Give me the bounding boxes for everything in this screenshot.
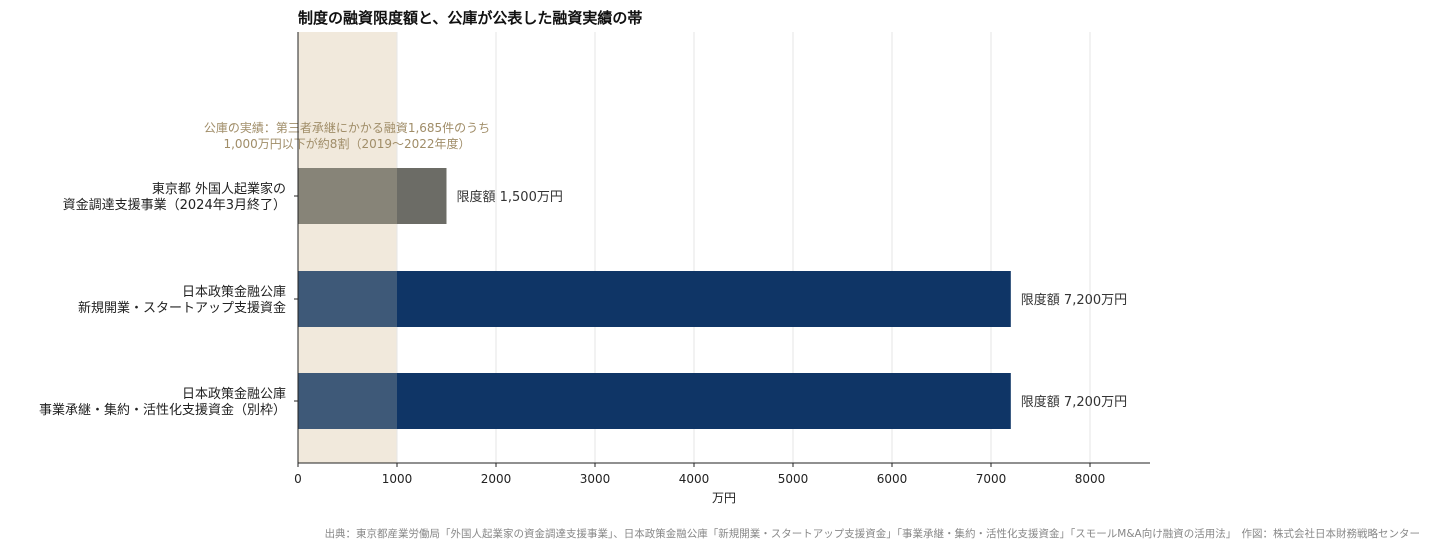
- bar: [298, 373, 1011, 429]
- x-tick-label: 6000: [877, 472, 908, 486]
- category-label: 東京都 外国人起業家の: [152, 181, 286, 197]
- band-annotation-line-2: 1,000万円以下が約8割（2019〜2022年度）: [223, 136, 470, 151]
- chart-title: 制度の融資限度額と、公庫が公表した融資実績の帯: [298, 9, 642, 27]
- source-note: 出典：東京都産業労働局「外国人起業家の資金調達支援事業」、日本政策金融公庫「新規…: [325, 527, 1420, 540]
- bar-band-overlay: [298, 373, 397, 429]
- x-tick-label: 8000: [1075, 472, 1106, 486]
- x-axis-label: 万円: [712, 491, 736, 505]
- bar: [298, 271, 1011, 327]
- bar-band-overlay: [298, 271, 397, 327]
- x-tick-label: 5000: [778, 472, 809, 486]
- bar-value-label: 限度額 7,200万円: [1021, 394, 1127, 410]
- x-tick-label: 4000: [679, 472, 710, 486]
- x-tick-label: 0: [294, 472, 302, 486]
- bar: [298, 168, 447, 224]
- x-ticks: 0 1000 2000 3000 4000 5000 6000 7000 8000: [294, 463, 1105, 486]
- bar-band-overlay: [298, 168, 397, 224]
- category-label: 日本政策金融公庫: [182, 386, 286, 402]
- x-tick-label: 7000: [976, 472, 1007, 486]
- band-annotation-line-1: 公庫の実績：第三者承継にかかる融資1,685件のうち: [204, 120, 490, 135]
- category-label: 日本政策金融公庫: [182, 284, 286, 300]
- x-tick-label: 3000: [580, 472, 611, 486]
- category-label: 資金調達支援事業（2024年3月終了）: [63, 197, 286, 213]
- x-tick-label: 2000: [481, 472, 512, 486]
- category-labels: 日本政策金融公庫事業承継・集約・活性化支援資金（別枠）日本政策金融公庫新規開業・…: [39, 181, 298, 418]
- bar-value-label: 限度額 7,200万円: [1021, 292, 1127, 308]
- category-label: 事業承継・集約・活性化支援資金（別枠）: [39, 402, 286, 418]
- x-tick-label: 1000: [382, 472, 413, 486]
- bar-value-label: 限度額 1,500万円: [457, 189, 563, 205]
- category-label: 新規開業・スタートアップ支援資金: [78, 300, 286, 316]
